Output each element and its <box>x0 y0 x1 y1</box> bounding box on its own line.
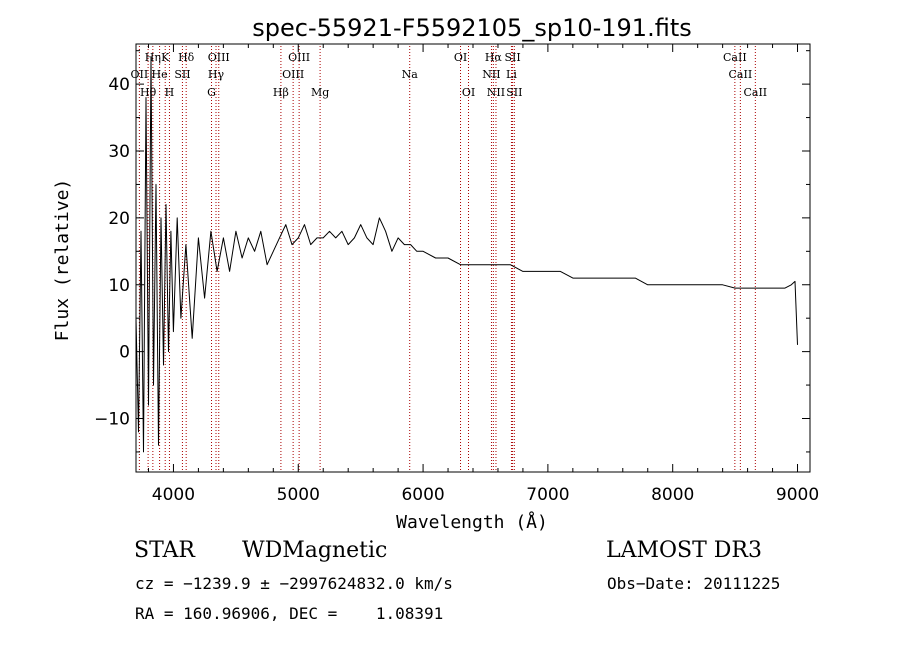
line-label: G <box>207 86 216 99</box>
line-label: CaII <box>743 86 767 99</box>
line-label: SII <box>174 68 190 81</box>
line-label: OIII <box>282 68 304 81</box>
y-axis-label: Flux (relative) <box>52 179 73 342</box>
line-label: CaII <box>723 51 747 64</box>
y-tick-label: 10 <box>108 276 130 296</box>
redshift-readout: cz = −1239.9 ± −2997624832.0 km/s <box>135 574 453 593</box>
line-label: Hη <box>145 51 161 64</box>
y-tick-label: 0 <box>119 343 130 363</box>
line-label: He <box>152 68 168 81</box>
line-label: Mg <box>311 86 329 99</box>
survey-name: LAMOST DR3 <box>606 538 762 563</box>
line-label: H <box>165 86 175 99</box>
line-label: Hβ <box>273 86 289 99</box>
x-tick-label: 8000 <box>651 485 694 505</box>
chart-title: spec-55921-F5592105_sp10-191.fits <box>252 14 691 42</box>
x-tick-label: 6000 <box>401 485 444 505</box>
obs-date: Obs−Date: 20111225 <box>607 574 781 593</box>
y-axis-ticks: −10 0 10 20 30 40 <box>94 50 810 453</box>
flux-line <box>135 56 798 453</box>
spectral-line-labels: Hη OII Hθ K He H SII Hδ OIII Hγ G Hβ OIII OIII Mg Na OI O… <box>131 51 768 99</box>
y-tick-label: 30 <box>108 142 130 162</box>
line-label: OII <box>131 68 149 81</box>
ra-dec-readout: RA = 160.96906, DEC = 1.08391 <box>135 604 444 623</box>
flux-series <box>135 56 798 453</box>
line-label: OIII <box>288 51 310 64</box>
spectral-line-markers <box>138 46 756 472</box>
line-label: OI <box>462 86 475 99</box>
line-label: Hγ <box>208 68 225 81</box>
line-label: Hθ <box>140 86 157 99</box>
object-subclass: WDMagnetic <box>242 538 388 563</box>
line-label: Na <box>402 68 419 81</box>
line-label: K <box>161 51 170 64</box>
line-label: CaII <box>729 68 753 81</box>
x-tick-label: 9000 <box>776 485 819 505</box>
line-label: NII <box>482 68 500 81</box>
y-tick-label: −10 <box>94 410 130 430</box>
y-tick-label: 20 <box>108 209 130 229</box>
line-label: SII <box>506 86 522 99</box>
x-tick-label: 5000 <box>277 485 320 505</box>
line-label: Hδ <box>178 51 195 64</box>
x-axis-label: Wavelength (Å) <box>396 511 548 533</box>
line-label: OIII <box>208 51 230 64</box>
line-label: OI <box>454 51 467 64</box>
line-label: Hα <box>485 51 503 64</box>
line-label: SII <box>504 51 520 64</box>
y-tick-label: 40 <box>108 75 130 95</box>
object-class: STAR <box>134 538 195 563</box>
line-label: Li <box>506 68 517 81</box>
plot-frame <box>135 43 811 473</box>
x-tick-label: 4000 <box>152 485 195 505</box>
x-tick-label: 7000 <box>526 485 569 505</box>
x-axis-ticks: 4000 5000 6000 7000 8000 9000 <box>147 44 819 505</box>
line-label: NII <box>487 86 505 99</box>
